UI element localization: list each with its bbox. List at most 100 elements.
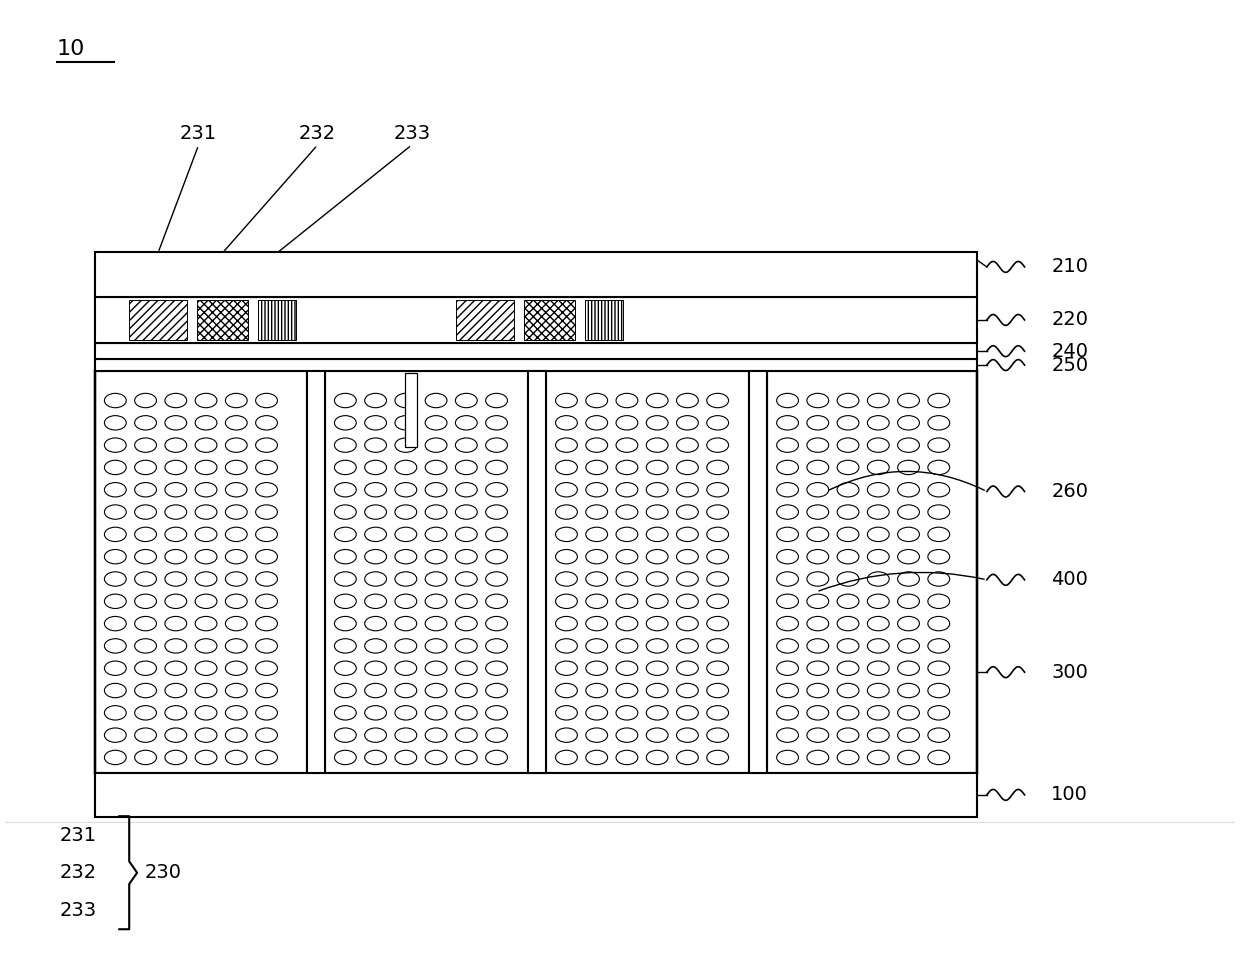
Ellipse shape bbox=[776, 393, 799, 408]
Ellipse shape bbox=[585, 461, 608, 474]
Ellipse shape bbox=[365, 683, 387, 698]
Ellipse shape bbox=[365, 482, 387, 497]
Bar bbox=[528, 371, 546, 772]
Ellipse shape bbox=[707, 461, 729, 474]
Bar bbox=[546, 371, 749, 772]
Ellipse shape bbox=[165, 751, 187, 764]
Ellipse shape bbox=[776, 527, 799, 542]
Ellipse shape bbox=[104, 438, 126, 453]
Ellipse shape bbox=[776, 550, 799, 564]
Ellipse shape bbox=[867, 461, 889, 474]
Ellipse shape bbox=[226, 482, 247, 497]
Ellipse shape bbox=[486, 438, 507, 453]
Ellipse shape bbox=[585, 505, 608, 519]
Ellipse shape bbox=[585, 571, 608, 586]
Ellipse shape bbox=[394, 728, 417, 742]
Ellipse shape bbox=[807, 482, 828, 497]
Ellipse shape bbox=[616, 482, 637, 497]
Ellipse shape bbox=[486, 662, 507, 675]
Ellipse shape bbox=[616, 571, 637, 586]
Ellipse shape bbox=[928, 639, 950, 653]
Ellipse shape bbox=[165, 662, 187, 675]
Ellipse shape bbox=[707, 683, 729, 698]
Ellipse shape bbox=[867, 706, 889, 720]
Ellipse shape bbox=[585, 683, 608, 698]
Ellipse shape bbox=[928, 616, 950, 631]
Ellipse shape bbox=[394, 393, 417, 408]
Ellipse shape bbox=[867, 505, 889, 519]
Ellipse shape bbox=[165, 505, 187, 519]
Ellipse shape bbox=[104, 505, 126, 519]
Ellipse shape bbox=[677, 461, 698, 474]
Ellipse shape bbox=[195, 706, 217, 720]
Ellipse shape bbox=[707, 594, 729, 609]
Ellipse shape bbox=[255, 505, 278, 519]
Ellipse shape bbox=[486, 728, 507, 742]
Ellipse shape bbox=[807, 438, 828, 453]
Ellipse shape bbox=[335, 482, 356, 497]
Ellipse shape bbox=[707, 550, 729, 564]
Text: 232: 232 bbox=[60, 863, 97, 882]
Ellipse shape bbox=[928, 416, 950, 430]
Ellipse shape bbox=[365, 416, 387, 430]
Ellipse shape bbox=[776, 461, 799, 474]
Ellipse shape bbox=[556, 706, 578, 720]
Text: 231: 231 bbox=[60, 825, 97, 845]
Ellipse shape bbox=[677, 683, 698, 698]
Ellipse shape bbox=[707, 393, 729, 408]
Ellipse shape bbox=[135, 571, 156, 586]
Ellipse shape bbox=[425, 751, 446, 764]
Ellipse shape bbox=[486, 639, 507, 653]
Ellipse shape bbox=[867, 571, 889, 586]
Ellipse shape bbox=[677, 438, 698, 453]
Ellipse shape bbox=[556, 571, 578, 586]
Text: 232: 232 bbox=[299, 124, 336, 143]
Ellipse shape bbox=[585, 751, 608, 764]
Ellipse shape bbox=[335, 550, 356, 564]
Ellipse shape bbox=[335, 728, 356, 742]
Bar bbox=[94, 343, 977, 359]
Ellipse shape bbox=[867, 550, 889, 564]
Ellipse shape bbox=[616, 550, 637, 564]
Ellipse shape bbox=[585, 416, 608, 430]
Ellipse shape bbox=[646, 594, 668, 609]
Ellipse shape bbox=[556, 461, 578, 474]
Ellipse shape bbox=[425, 594, 446, 609]
Ellipse shape bbox=[365, 393, 387, 408]
Ellipse shape bbox=[165, 571, 187, 586]
Ellipse shape bbox=[807, 683, 828, 698]
Ellipse shape bbox=[104, 683, 126, 698]
Ellipse shape bbox=[335, 594, 356, 609]
Ellipse shape bbox=[226, 616, 247, 631]
Ellipse shape bbox=[455, 683, 477, 698]
Ellipse shape bbox=[365, 706, 387, 720]
Ellipse shape bbox=[807, 416, 828, 430]
Bar bbox=[94, 772, 977, 817]
Ellipse shape bbox=[195, 594, 217, 609]
Ellipse shape bbox=[898, 594, 919, 609]
Ellipse shape bbox=[807, 550, 828, 564]
Ellipse shape bbox=[898, 438, 919, 453]
Ellipse shape bbox=[226, 751, 247, 764]
Ellipse shape bbox=[867, 416, 889, 430]
Ellipse shape bbox=[616, 639, 637, 653]
Ellipse shape bbox=[226, 571, 247, 586]
Ellipse shape bbox=[394, 662, 417, 675]
Ellipse shape bbox=[585, 728, 608, 742]
Ellipse shape bbox=[707, 662, 729, 675]
Ellipse shape bbox=[677, 393, 698, 408]
Ellipse shape bbox=[898, 751, 919, 764]
Ellipse shape bbox=[455, 461, 477, 474]
Ellipse shape bbox=[255, 461, 278, 474]
Ellipse shape bbox=[837, 751, 859, 764]
Ellipse shape bbox=[616, 438, 637, 453]
Ellipse shape bbox=[195, 751, 217, 764]
Ellipse shape bbox=[165, 527, 187, 542]
Ellipse shape bbox=[646, 751, 668, 764]
Ellipse shape bbox=[776, 505, 799, 519]
Ellipse shape bbox=[255, 662, 278, 675]
Ellipse shape bbox=[165, 639, 187, 653]
Ellipse shape bbox=[616, 393, 637, 408]
Ellipse shape bbox=[486, 482, 507, 497]
Ellipse shape bbox=[898, 571, 919, 586]
